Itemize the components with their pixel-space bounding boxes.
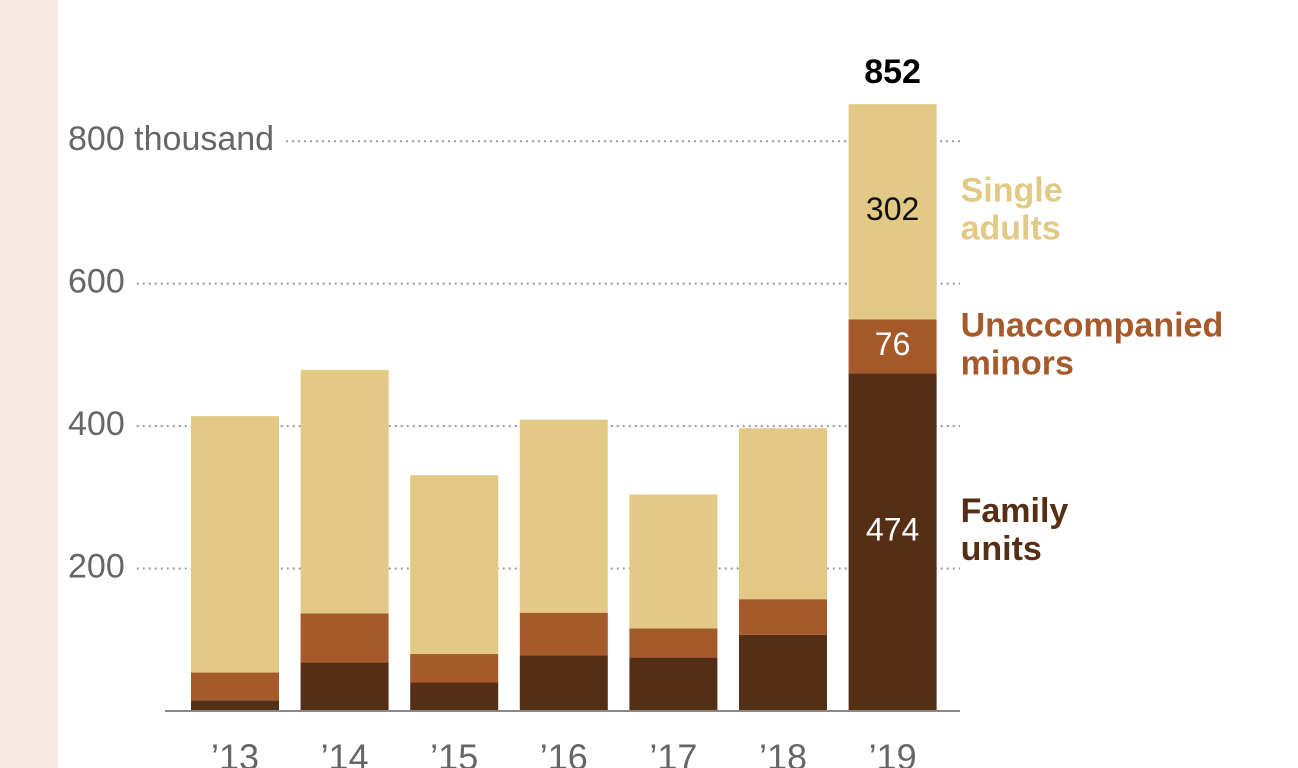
bar-segment	[629, 657, 718, 711]
x-tick-label: ’14	[321, 737, 369, 768]
bar-segment	[410, 654, 499, 683]
x-tick-label: ’15	[430, 737, 478, 768]
x-tick-label: ’13	[211, 737, 259, 768]
bar-segment	[848, 104, 937, 320]
legend-label: Single adults	[961, 172, 1063, 248]
bar-segment	[191, 700, 279, 711]
bar-segment	[848, 373, 937, 711]
x-tick-label: ’18	[759, 737, 807, 768]
side-strip	[0, 0, 58, 768]
value-label: 474	[866, 512, 919, 548]
bar-segment	[739, 599, 827, 635]
bar-segment	[191, 672, 279, 701]
legend-label: Unaccompanied minors	[961, 306, 1224, 382]
value-label: 76	[875, 326, 911, 362]
bar-segment	[739, 634, 827, 711]
bar-segment	[519, 612, 608, 656]
x-tick-label: ’16	[540, 737, 588, 768]
value-label: 302	[866, 191, 919, 227]
bar-segment	[300, 662, 389, 711]
bar-segment	[629, 628, 718, 658]
bar-segment	[739, 428, 827, 600]
x-tick-label: ’19	[869, 737, 917, 768]
bar-segment	[191, 416, 279, 673]
bar-segment	[410, 682, 499, 711]
bar-segment	[519, 655, 608, 711]
y-tick-label: 800 thousand	[68, 120, 274, 158]
bar-segment	[300, 369, 389, 614]
y-tick-label: 400	[68, 405, 125, 443]
bar-segment	[848, 319, 937, 374]
y-tick-label: 600	[68, 263, 125, 301]
y-tick-label: 200	[68, 548, 125, 586]
bar-segment	[519, 419, 608, 613]
x-tick-label: ’17	[649, 737, 697, 768]
total-label: 852	[864, 53, 921, 91]
bar-segment	[410, 475, 499, 655]
bar-segment	[629, 494, 718, 629]
legend-label: Family units	[961, 492, 1069, 568]
bar-segment	[300, 613, 389, 663]
